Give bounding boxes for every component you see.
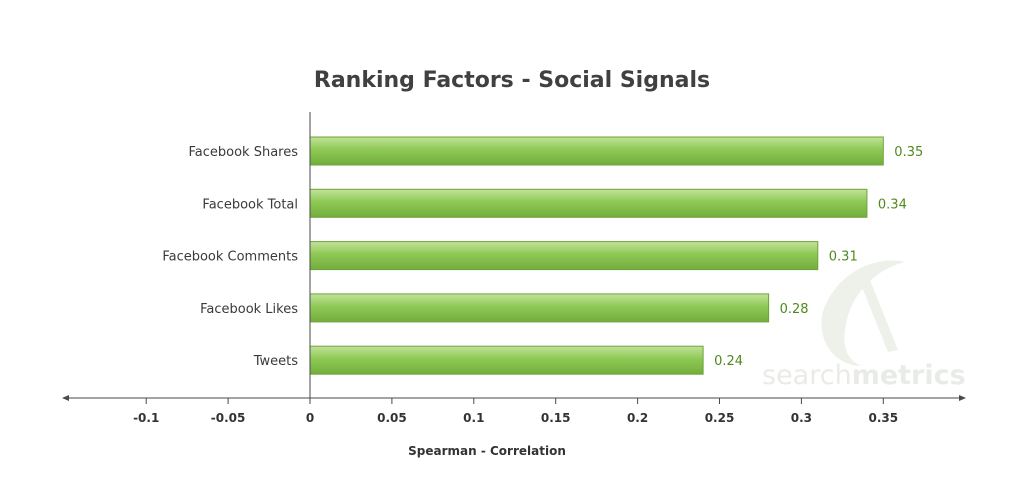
x-axis-title: Spearman - Correlation: [408, 444, 566, 458]
x-tick-label: 0.3: [791, 411, 812, 425]
x-axis: [62, 395, 966, 401]
category-label-facebook-comments: Facebook Comments: [162, 250, 298, 265]
x-tick-label: 0.15: [541, 411, 571, 425]
value-label-facebook-comments: 0.31: [829, 250, 858, 265]
svg-text:searchmetrics: searchmetrics: [762, 360, 966, 391]
x-tick-label: -0.05: [211, 411, 246, 425]
x-tick-label: 0.2: [627, 411, 648, 425]
x-tick-label: 0.05: [377, 411, 407, 425]
value-label-tweets: 0.24: [714, 354, 743, 369]
x-tick-label: -0.1: [133, 411, 159, 425]
x-axis-right-arrow-icon: [959, 395, 966, 401]
chart-title: Ranking Factors - Social Signals: [314, 68, 710, 93]
watermark-text-bold: metrics: [852, 360, 966, 391]
category-labels: Facebook Shares Facebook Total Facebook Co…: [162, 145, 298, 369]
bar-facebook-shares[interactable]: [309, 136, 884, 166]
value-label-facebook-shares: 0.35: [894, 145, 923, 160]
bar-facebook-total[interactable]: [309, 188, 868, 218]
bars-layer: [309, 136, 884, 375]
watermark-text-light: search: [762, 360, 852, 391]
category-label-facebook-shares: Facebook Shares: [188, 145, 298, 160]
value-labels: 0.35 0.34 0.31 0.28 0.24: [714, 145, 923, 369]
value-label-facebook-total: 0.34: [878, 197, 907, 212]
x-axis-ticks: -0.1 -0.05 0 0.05 0.1 0.15 0.2 0.25 0.3 0.35: [133, 398, 898, 425]
x-axis-left-arrow-icon: [62, 395, 69, 401]
bar-facebook-likes[interactable]: [309, 293, 770, 323]
value-label-facebook-likes: 0.28: [780, 302, 809, 317]
searchmetrics-watermark: searchmetrics: [762, 260, 966, 391]
x-tick-label: 0.35: [868, 411, 898, 425]
bar-tweets[interactable]: [309, 345, 704, 375]
searchmetrics-logo-icon: [821, 260, 905, 366]
category-label-facebook-total: Facebook Total: [202, 197, 298, 212]
category-label-facebook-likes: Facebook Likes: [200, 302, 298, 317]
bar-facebook-comments[interactable]: [309, 241, 819, 271]
x-tick-label: 0: [306, 411, 314, 425]
x-tick-label: 0.1: [463, 411, 484, 425]
category-label-tweets: Tweets: [253, 354, 299, 369]
x-tick-label: 0.25: [705, 411, 735, 425]
